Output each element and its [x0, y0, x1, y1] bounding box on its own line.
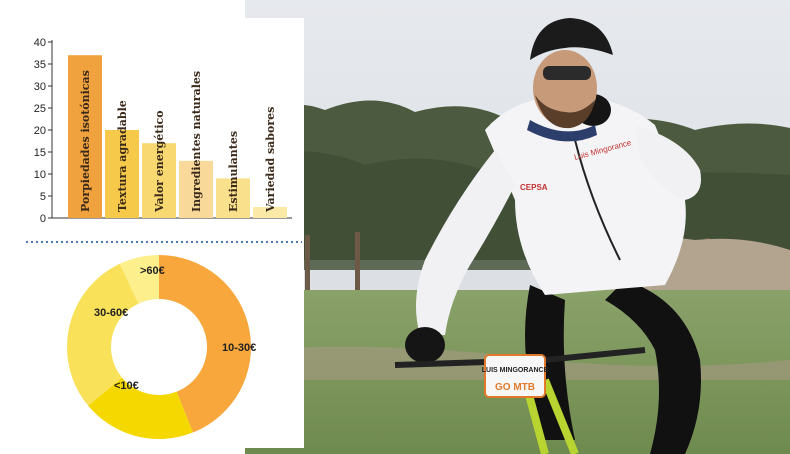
bar-category-label: Variedad sabores	[264, 107, 277, 213]
y-tick-label: 0	[40, 213, 46, 225]
y-tick-label: 20	[34, 125, 46, 137]
bib-name: LUIS MINGORANCE	[482, 367, 549, 374]
donut-slice	[88, 377, 193, 439]
y-tick-label: 40	[34, 37, 46, 49]
bar	[142, 143, 176, 218]
chart-panel: 0 5 10 15 20 25 30 35 40 Porpiedades isotónicas Te…	[22, 18, 304, 448]
y-tick-label: 30	[34, 81, 46, 93]
bar-category-label: Ingredientes naturales	[190, 71, 203, 212]
sponsor-text: CEPSA	[520, 183, 548, 192]
donut-slice	[119, 255, 159, 304]
bar-category-label: Porpiedades isotónicas	[79, 70, 92, 212]
cyclist-photo-graphic: LUIS MINGORANCE GO MTB Luis Mingorance C…	[245, 0, 790, 454]
bar	[253, 207, 287, 218]
donut-slice-label: >60€	[140, 265, 165, 277]
bar	[68, 55, 102, 219]
bar-category-label: Valor energético	[153, 110, 166, 213]
bar	[105, 130, 139, 218]
donut-slice-label: <10€	[114, 380, 139, 392]
bar-chart: 0 5 10 15 20 25 30 35 40 Porpiedades isotónicas Te…	[34, 37, 292, 225]
cyclist-photo: LUIS MINGORANCE GO MTB Luis Mingorance C…	[245, 0, 790, 454]
y-tick-label: 25	[34, 103, 46, 115]
donut-chart: 10-30€ <10€ 30-60€ >60€	[67, 255, 256, 439]
donut-slice-label: 30-60€	[94, 307, 128, 319]
bar	[216, 178, 250, 218]
bar	[179, 160, 213, 218]
y-tick-label: 10	[34, 169, 46, 181]
y-tick-label: 5	[40, 191, 46, 203]
bar-category-label: Estimulantes	[227, 131, 240, 212]
donut-slice-label: 10-30€	[222, 342, 256, 354]
bib-brand: GO MTB	[495, 382, 535, 393]
y-tick-label: 35	[34, 59, 46, 71]
race-bib	[484, 354, 546, 398]
bar-category-label: Textura agradable	[116, 100, 129, 212]
donut-slice	[159, 255, 252, 433]
donut-slice	[67, 263, 139, 406]
y-tick-label: 15	[34, 147, 46, 159]
charts-svg: 0 5 10 15 20 25 30 35 40 Porpiedades isotónicas Te…	[26, 37, 302, 439]
